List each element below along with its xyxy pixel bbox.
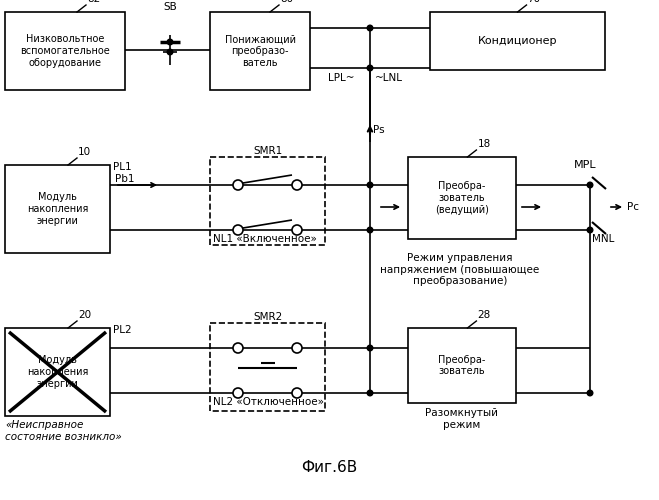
Circle shape <box>292 225 302 235</box>
Text: LPL~: LPL~ <box>328 73 355 83</box>
Circle shape <box>233 225 243 235</box>
Text: Режим управления
напряжением (повышающее
преобразование): Режим управления напряжением (повышающее… <box>380 253 540 286</box>
Text: SMR2: SMR2 <box>253 312 282 322</box>
Circle shape <box>292 388 302 398</box>
Text: MNL: MNL <box>592 234 614 244</box>
Bar <box>408 328 516 403</box>
Bar <box>5 165 110 253</box>
Circle shape <box>367 65 373 71</box>
Text: 80: 80 <box>280 0 293 4</box>
Bar <box>430 12 605 70</box>
Text: 28: 28 <box>477 310 491 320</box>
Circle shape <box>367 345 373 351</box>
Circle shape <box>233 343 243 353</box>
Bar <box>5 328 110 416</box>
Text: Низковольтное
вспомогательное
оборудование: Низковольтное вспомогательное оборудован… <box>20 34 110 68</box>
Text: Модуль
накопления
энергии: Модуль накопления энергии <box>27 356 88 388</box>
Text: NL2 «Отключенное»: NL2 «Отключенное» <box>213 397 324 407</box>
Text: 18: 18 <box>477 139 491 149</box>
Circle shape <box>367 390 373 396</box>
Circle shape <box>167 49 173 55</box>
Text: 20: 20 <box>78 310 91 320</box>
Text: Кондиционер: Кондиционер <box>478 36 558 46</box>
Text: PL2: PL2 <box>113 325 132 335</box>
Text: Pb1: Pb1 <box>115 174 134 184</box>
Text: Pc: Pc <box>627 202 639 212</box>
Circle shape <box>367 227 373 233</box>
Bar <box>408 157 516 239</box>
Text: ~LNL: ~LNL <box>375 73 403 83</box>
Text: SB: SB <box>163 2 177 12</box>
Text: Фиг.6В: Фиг.6В <box>301 460 357 475</box>
Text: Разомкнутый
режим: Разомкнутый режим <box>426 408 498 430</box>
Text: Ps: Ps <box>373 125 385 135</box>
Text: MPL: MPL <box>574 160 596 170</box>
Circle shape <box>292 180 302 190</box>
Bar <box>210 157 325 245</box>
Circle shape <box>587 227 593 233</box>
Text: Преобра-
зователь
(ведущий): Преобра- зователь (ведущий) <box>435 182 489 214</box>
Bar <box>210 12 310 90</box>
Text: 10: 10 <box>78 147 91 157</box>
Text: Понижающий
преобразо-
ватель: Понижающий преобразо- ватель <box>225 34 295 68</box>
Circle shape <box>367 182 373 188</box>
Text: «Неисправное
состояние возникло»: «Неисправное состояние возникло» <box>5 420 122 442</box>
Text: Модуль
накопления
энергии: Модуль накопления энергии <box>27 192 88 226</box>
Circle shape <box>587 390 593 396</box>
Text: Преобра-
зователь: Преобра- зователь <box>438 354 486 376</box>
Circle shape <box>587 182 593 188</box>
Text: 82: 82 <box>87 0 100 4</box>
Circle shape <box>233 180 243 190</box>
Text: NL1 «Включенное»: NL1 «Включенное» <box>213 234 317 244</box>
Text: PL1: PL1 <box>113 162 132 172</box>
Circle shape <box>233 388 243 398</box>
Circle shape <box>367 25 373 31</box>
Circle shape <box>292 343 302 353</box>
Text: SMR1: SMR1 <box>253 146 282 156</box>
Text: 70: 70 <box>527 0 540 4</box>
Circle shape <box>167 39 173 45</box>
Bar <box>5 12 125 90</box>
Bar <box>210 323 325 411</box>
